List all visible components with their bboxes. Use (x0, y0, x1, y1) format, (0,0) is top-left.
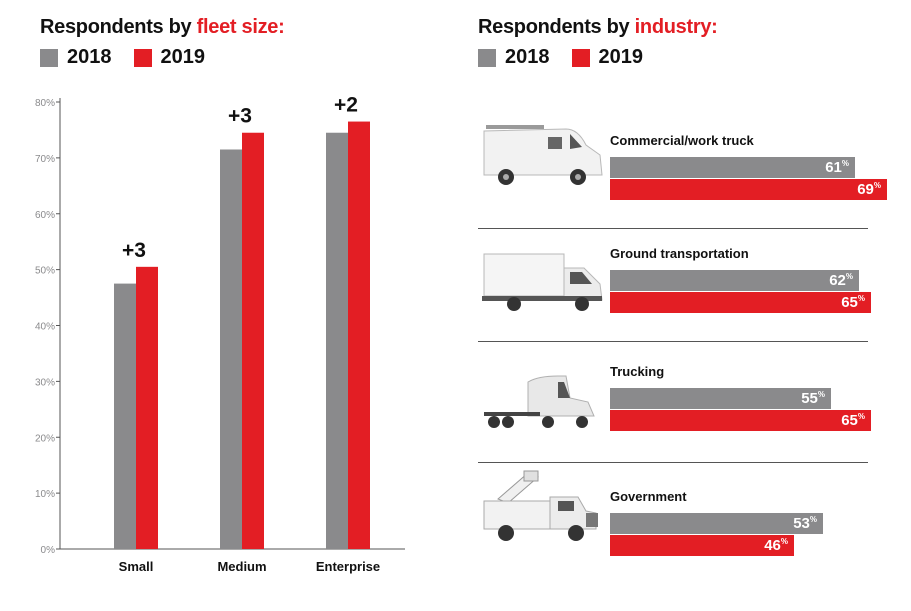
legend-swatch-2018 (40, 48, 58, 67)
industry-bar-value: 55 (801, 390, 818, 407)
industry-title: Respondents by industry: (478, 16, 718, 39)
fleet-size-title: Respondents by fleet size: (40, 16, 285, 39)
y-tick-label: 30% (35, 377, 55, 388)
industry-bar-value: 65 (841, 294, 858, 311)
legend-swatch-2018 (478, 48, 496, 67)
bar-change-label: +2 (334, 94, 358, 117)
industry-title-highlight: industry: (634, 16, 718, 38)
semi-truck-icon (478, 368, 608, 443)
bar-change-label: +3 (228, 105, 252, 128)
percent-sign: % (809, 515, 817, 524)
industry-bar-value: 65 (841, 412, 858, 429)
legend-label-2018: 2018 (67, 46, 112, 68)
industry-category-label: Commercial/work truck (610, 133, 754, 148)
x-category-label: Small (119, 559, 154, 574)
industry-bar-value: 61 (825, 159, 842, 176)
fleet-size-bar-chart: 0% 10% 20% 30% 40% 50% 60% 70% 80% +3 Small +3 Mediu… (35, 94, 405, 574)
industry-bar-value: 53 (793, 515, 810, 532)
industry-bar-value: 46 (764, 537, 781, 554)
bar-2018 (220, 149, 242, 549)
bar-2018 (114, 283, 136, 549)
industry-category-label: Ground transportation (610, 246, 749, 261)
fleet-title-prefix: Respondents by (40, 16, 197, 38)
industry-category-label: Government (610, 489, 687, 504)
legend-label-2018: 2018 (505, 46, 550, 68)
industry-category-label: Trucking (610, 364, 665, 379)
industry-bar-value: 62 (829, 272, 846, 289)
percent-sign: % (873, 181, 881, 190)
bar-2019 (348, 121, 370, 550)
bar-2019 (136, 266, 158, 549)
legend-label-2019: 2019 (598, 46, 644, 68)
industry-bar-2018: 55% (610, 388, 831, 409)
industry-bar-2019: 69% (610, 179, 887, 200)
x-category-label: Medium (217, 559, 266, 574)
legend-swatch-2019 (133, 48, 152, 67)
fleet-legend: 2018 2019 (40, 46, 227, 69)
row-divider (478, 462, 868, 463)
industry-bar-2018: 61% (610, 157, 855, 178)
y-tick-label: 70% (35, 154, 55, 165)
y-tick-label: 50% (35, 266, 55, 277)
y-tick-label: 10% (35, 489, 55, 500)
industry-title-prefix: Respondents by (478, 16, 635, 38)
box-truck-icon (478, 246, 608, 321)
industry-bar-2018: 62% (610, 270, 859, 291)
bar-change-label: +3 (122, 239, 146, 262)
percent-sign: % (817, 390, 825, 399)
y-tick-label: 80% (35, 98, 55, 109)
industry-bar-2018: 53% (610, 513, 823, 534)
fleet-title-highlight: fleet size: (196, 16, 285, 38)
y-tick-label: 40% (35, 322, 55, 333)
utility-truck-icon (478, 467, 608, 552)
percent-sign: % (857, 294, 865, 303)
row-divider (478, 341, 868, 342)
y-tick-label: 0% (41, 545, 56, 556)
row-divider (478, 228, 868, 229)
industry-bar-2019: 65% (610, 410, 871, 431)
y-tick-label: 60% (35, 210, 55, 221)
percent-sign: % (845, 272, 853, 281)
percent-sign: % (841, 159, 849, 168)
y-tick-label: 20% (35, 433, 55, 444)
percent-sign: % (857, 412, 865, 421)
bar-2018 (326, 132, 348, 549)
percent-sign: % (780, 537, 788, 546)
bar-2019 (242, 132, 264, 549)
van-icon (478, 119, 608, 194)
legend-swatch-2019 (571, 48, 590, 67)
industry-legend: 2018 2019 (478, 46, 665, 69)
industry-bar-value: 69 (857, 181, 874, 198)
industry-bar-2019: 46% (610, 535, 794, 556)
legend-label-2019: 2019 (160, 46, 206, 68)
industry-bar-2019: 65% (610, 292, 871, 313)
x-category-label: Enterprise (316, 559, 380, 574)
